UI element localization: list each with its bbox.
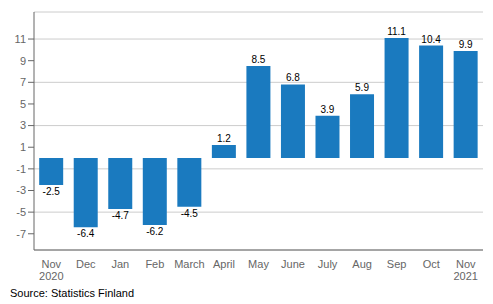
svg-text:-4.5: -4.5: [181, 208, 199, 219]
svg-text:6.8: 6.8: [286, 72, 300, 83]
svg-text:Sep: Sep: [387, 258, 407, 270]
svg-text:9.9: 9.9: [459, 39, 473, 50]
svg-text:-7: -7: [16, 228, 26, 240]
svg-text:3.9: 3.9: [321, 104, 335, 115]
svg-text:Jan: Jan: [111, 258, 129, 270]
svg-text:9: 9: [20, 55, 26, 67]
svg-text:-3: -3: [16, 184, 26, 196]
svg-text:May: May: [248, 258, 269, 270]
svg-text:-6.4: -6.4: [77, 228, 95, 239]
svg-text:11.1: 11.1: [387, 26, 406, 37]
svg-text:Nov2020: Nov2020: [39, 258, 63, 282]
svg-text:3: 3: [20, 119, 26, 131]
svg-text:Nov2021: Nov2021: [453, 258, 477, 282]
svg-text:-4.7: -4.7: [112, 210, 130, 221]
svg-text:-2.5: -2.5: [43, 186, 61, 197]
svg-text:5.9: 5.9: [355, 82, 369, 93]
svg-text:June: June: [281, 258, 305, 270]
svg-text:1: 1: [20, 141, 26, 153]
svg-text:-1: -1: [16, 163, 26, 175]
svg-text:11: 11: [15, 33, 26, 45]
svg-text:-5: -5: [16, 206, 26, 218]
svg-text:7: 7: [20, 76, 26, 88]
svg-text:Aug: Aug: [352, 258, 372, 270]
svg-text:April: April: [213, 258, 235, 270]
svg-text:5: 5: [20, 98, 26, 110]
svg-text:1.2: 1.2: [217, 133, 231, 144]
svg-text:Dec: Dec: [76, 258, 96, 270]
svg-text:Oct: Oct: [423, 258, 440, 270]
svg-text:10.4: 10.4: [421, 34, 441, 45]
svg-text:-6.2: -6.2: [146, 226, 164, 237]
html-text:Source: Statistics Finland: Source: Statistics Finland: [10, 287, 135, 299]
svg-text:8.5: 8.5: [251, 54, 265, 65]
svg-text:July: July: [318, 258, 338, 270]
svg-text:March: March: [174, 258, 205, 270]
svg-text:Feb: Feb: [145, 258, 164, 270]
